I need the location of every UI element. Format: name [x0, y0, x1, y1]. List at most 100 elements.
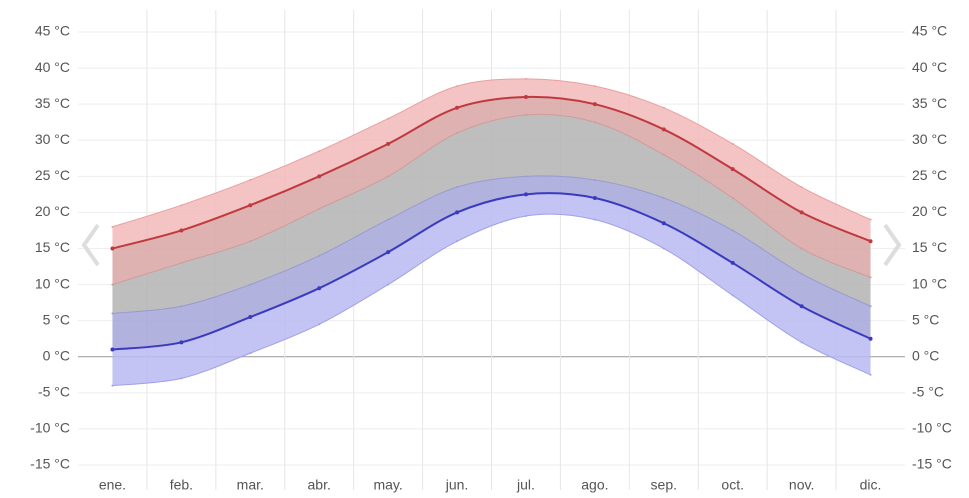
point [456, 132, 459, 135]
point [868, 336, 873, 341]
point [523, 94, 528, 99]
point [868, 239, 873, 244]
band [112, 114, 871, 314]
y2-tick-label: 10 °C [912, 275, 947, 291]
labels: -15 °C -15 °C -10 °C -10 °C -5 °C -5 °C 0 °C 0 … [30, 23, 952, 493]
percentile-line [112, 213, 871, 387]
point [593, 218, 596, 221]
point [800, 341, 803, 344]
point [456, 240, 459, 243]
x-tick-label: oct. [721, 477, 744, 493]
point [180, 377, 183, 380]
point [179, 228, 184, 233]
point [318, 150, 321, 153]
y2-tick-label: 20 °C [912, 203, 947, 219]
point [111, 312, 114, 315]
y-tick-label: 30 °C [35, 131, 70, 147]
point [524, 175, 527, 178]
point [869, 276, 872, 279]
point [386, 141, 391, 146]
percentile-line [112, 175, 871, 314]
point [592, 102, 597, 107]
percentile-line [112, 78, 871, 228]
point [180, 204, 183, 207]
point [180, 261, 183, 264]
y-tick-label: 0 °C [43, 347, 70, 363]
band [112, 193, 871, 386]
point [249, 352, 252, 355]
point [456, 85, 459, 88]
point [524, 113, 527, 116]
point [661, 221, 666, 226]
x-tick-label: jul. [516, 477, 535, 493]
y2-tick-label: 0 °C [912, 347, 939, 363]
point [111, 283, 114, 286]
point [524, 215, 527, 218]
y-tick-label: -5 °C [38, 384, 70, 400]
point [730, 260, 735, 265]
y2-tick-label: 40 °C [912, 59, 947, 75]
y2-tick-label: -10 °C [912, 420, 952, 436]
point [869, 373, 872, 376]
point [111, 384, 114, 387]
point [524, 77, 527, 80]
point [387, 283, 390, 286]
y2-tick-label: 25 °C [912, 167, 947, 183]
point [317, 174, 322, 179]
y2-tick-label: -15 °C [912, 456, 952, 472]
point [800, 186, 803, 189]
point [731, 196, 734, 199]
point [799, 304, 804, 309]
point [386, 250, 391, 255]
y2-tick-label: 45 °C [912, 23, 947, 39]
point [523, 192, 528, 197]
y-tick-label: 10 °C [35, 275, 70, 291]
point [180, 305, 183, 308]
x-tick-label: abr. [308, 477, 331, 493]
y-tick-label: -15 °C [30, 456, 70, 472]
point [593, 178, 596, 181]
next-arrow[interactable] [883, 223, 902, 267]
y-tick-label: -10 °C [30, 420, 70, 436]
y-tick-label: 15 °C [35, 239, 70, 255]
band [112, 175, 871, 350]
x-tick-label: jun. [445, 477, 469, 493]
point [799, 210, 804, 215]
point [869, 218, 872, 221]
point [318, 207, 321, 210]
point [318, 254, 321, 257]
point [248, 203, 253, 208]
point [800, 247, 803, 250]
point [592, 195, 597, 200]
y-tick-label: 25 °C [35, 167, 70, 183]
y-tick-label: 5 °C [43, 311, 70, 327]
band [112, 96, 871, 285]
point [456, 186, 459, 189]
x-tick-label: ene. [99, 477, 126, 493]
point [179, 340, 184, 345]
percentile-line [112, 113, 871, 286]
point [248, 315, 253, 320]
x-tick-label: feb. [170, 477, 193, 493]
point [455, 105, 460, 110]
point [318, 323, 321, 326]
average-line [112, 95, 871, 250]
y-tick-label: 40 °C [35, 59, 70, 75]
x-tick-label: ago. [581, 477, 608, 493]
point [593, 85, 596, 88]
point [662, 153, 665, 156]
point [869, 305, 872, 308]
y-tick-label: 35 °C [35, 95, 70, 111]
point [110, 246, 115, 251]
y2-tick-label: -5 °C [912, 384, 944, 400]
band [112, 78, 871, 249]
point [387, 175, 390, 178]
prev-arrow[interactable] [81, 223, 100, 267]
point [662, 247, 665, 250]
x-tick-label: nov. [789, 477, 814, 493]
x-tick-label: mar. [237, 477, 264, 493]
point [111, 225, 114, 228]
y2-tick-label: 30 °C [912, 131, 947, 147]
point [317, 286, 322, 291]
point [800, 272, 803, 275]
